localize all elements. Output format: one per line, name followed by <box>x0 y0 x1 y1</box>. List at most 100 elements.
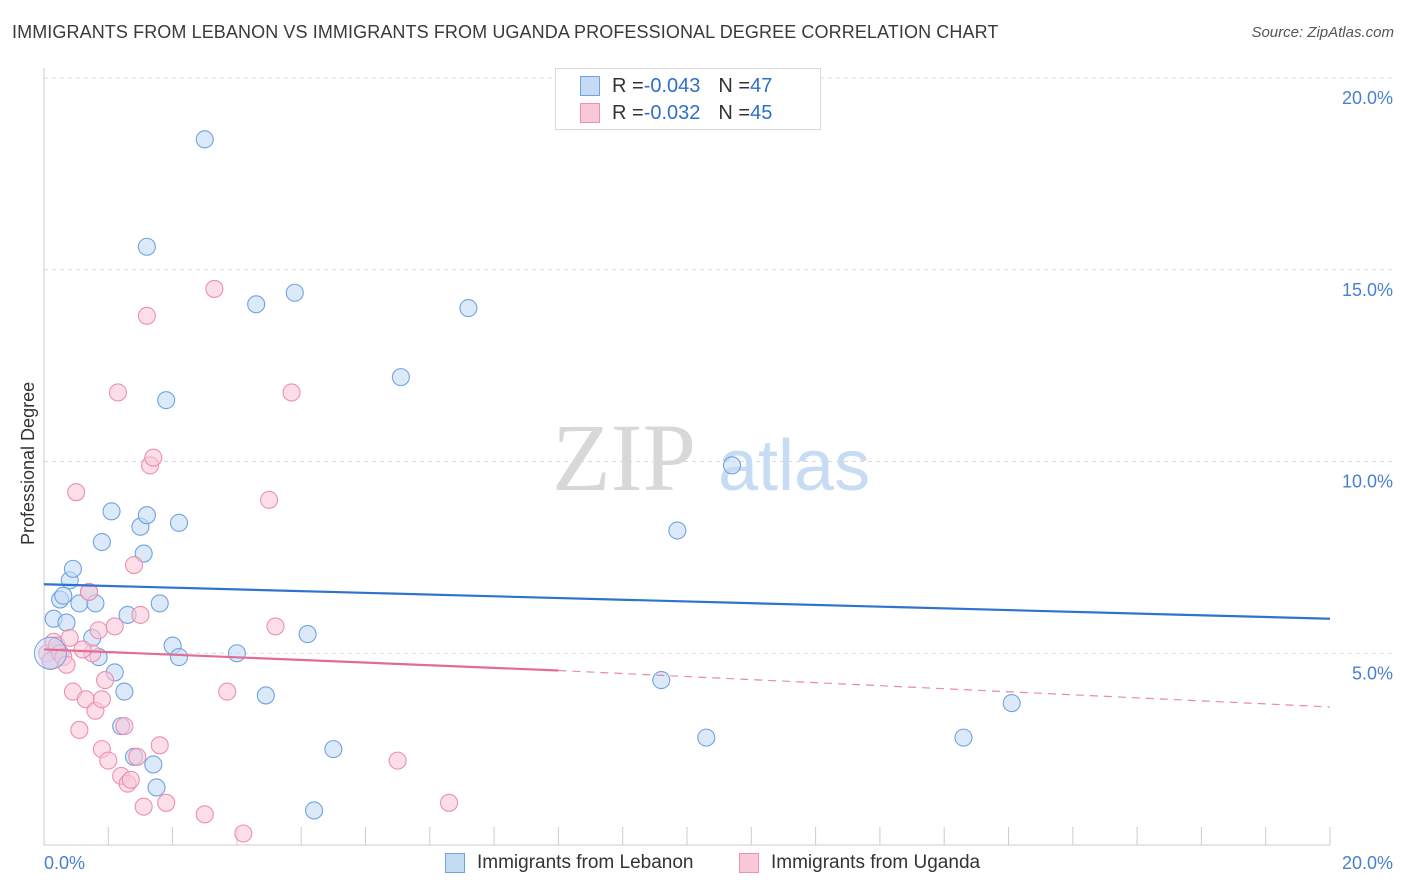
x-tick-label: 20.0% <box>1342 853 1393 873</box>
legend-n-label: N = <box>718 101 751 124</box>
lebanon-point <box>652 671 671 690</box>
uganda-point <box>124 555 144 575</box>
y-tick-label: 5.0% <box>1352 663 1393 683</box>
uganda-trend-line <box>43 648 559 672</box>
uganda-point <box>67 483 86 502</box>
lebanon-point <box>668 521 687 540</box>
y-tick-label: 15.0% <box>1342 280 1393 300</box>
series-legend-lebanon: Immigrants from Lebanon <box>445 852 694 874</box>
lebanon-point <box>169 648 189 667</box>
lebanon-point <box>115 682 134 701</box>
lebanon-point <box>391 368 410 387</box>
points-layer <box>33 130 1021 843</box>
lebanon-point <box>256 686 275 705</box>
legend-r-label: R = <box>612 101 644 124</box>
lebanon-point <box>1002 694 1021 713</box>
uganda-point <box>105 617 124 636</box>
uganda-point <box>137 306 156 325</box>
uganda-point <box>195 805 214 824</box>
lebanon-point <box>722 456 742 475</box>
watermark-atlas: atlas <box>718 426 870 506</box>
lebanon-point <box>57 613 76 632</box>
uganda-point <box>131 605 150 624</box>
uganda-point <box>134 797 153 816</box>
legend-swatch-lebanon <box>580 76 600 96</box>
y-tick-label: 10.0% <box>1342 472 1393 492</box>
legend-n-value: 45 <box>750 101 773 124</box>
trend-layer <box>43 583 1331 708</box>
lebanon-point <box>227 644 246 663</box>
uganda-point <box>128 747 147 766</box>
uganda-point <box>99 751 118 770</box>
uganda-point <box>144 448 163 467</box>
uganda-point <box>108 383 127 402</box>
uganda-point <box>92 690 111 709</box>
uganda-point <box>96 671 115 690</box>
legend-r-value: -0.043 <box>643 74 701 97</box>
tick-labels: 5.0% 10.0% 15.0% 20.0% 0.0% 20.0% <box>44 88 1393 873</box>
lebanon-point <box>137 506 156 525</box>
lebanon-point <box>157 391 176 410</box>
legend-swatch-uganda <box>580 103 600 123</box>
series-swatch-lebanon <box>445 853 465 873</box>
legend-row-uganda: R = -0.032 N = 45 <box>580 101 772 125</box>
uganda-point <box>157 793 176 812</box>
lebanon-point <box>247 295 266 314</box>
axis-layer <box>43 68 1331 846</box>
legend-n-value: 47 <box>750 74 773 97</box>
lebanon-point <box>324 740 343 759</box>
watermark: ZIP atlas <box>552 404 870 511</box>
lebanon-point <box>54 586 73 605</box>
x-tick-label: 0.0% <box>44 853 85 873</box>
chart-source: Source: ZipAtlas.com <box>1251 24 1394 41</box>
series-label-lebanon: Immigrants from Lebanon <box>477 852 694 873</box>
lebanon-point <box>137 237 156 256</box>
correlation-legend: R = -0.043 N = 47 R = -0.032 N = 45 <box>555 68 821 130</box>
y-tick-label: 20.0% <box>1342 88 1393 108</box>
uganda-point <box>60 628 79 647</box>
uganda-point <box>150 736 169 755</box>
lebanon-point <box>305 801 324 820</box>
lebanon-point <box>169 513 189 532</box>
legend-row-lebanon: R = -0.043 N = 47 <box>580 74 772 98</box>
uganda-point <box>73 640 92 659</box>
uganda-point <box>115 717 134 736</box>
uganda-point <box>218 682 237 701</box>
uganda-point <box>388 751 407 770</box>
uganda-point <box>440 793 459 812</box>
legend-r-label: R = <box>612 74 644 97</box>
uganda-trend-extension <box>558 669 1331 708</box>
lebanon-point <box>195 130 214 149</box>
uganda-point <box>234 824 253 843</box>
lebanon-point <box>33 636 67 670</box>
lebanon-trend-line <box>43 583 1331 620</box>
legend-n-label: N = <box>718 74 751 97</box>
lebanon-point <box>298 625 317 644</box>
uganda-point <box>79 582 99 601</box>
lebanon-point <box>697 728 716 747</box>
grid-layer <box>44 77 1392 654</box>
lebanon-point <box>147 778 166 797</box>
legend-r-value: -0.032 <box>643 101 701 124</box>
lebanon-point <box>954 728 973 747</box>
uganda-point <box>121 770 140 789</box>
lebanon-point <box>144 755 163 774</box>
uganda-point <box>89 621 108 640</box>
uganda-point <box>70 720 89 740</box>
uganda-point <box>205 279 224 298</box>
lebanon-point <box>102 502 121 521</box>
series-label-uganda: Immigrants from Uganda <box>771 852 981 873</box>
lebanon-point <box>63 559 82 578</box>
series-swatch-uganda <box>739 853 759 873</box>
lebanon-point <box>92 532 111 552</box>
uganda-point <box>266 617 285 636</box>
watermark-zip: ZIP <box>552 404 696 511</box>
lebanon-point <box>150 594 169 613</box>
uganda-point <box>259 490 279 509</box>
y-axis-title: Professional Degree <box>18 382 38 545</box>
chart-title: IMMIGRANTS FROM LEBANON VS IMMIGRANTS FR… <box>12 22 999 42</box>
lebanon-point <box>285 283 304 302</box>
series-legend-uganda: Immigrants from Uganda <box>739 852 980 874</box>
uganda-point <box>282 383 301 402</box>
